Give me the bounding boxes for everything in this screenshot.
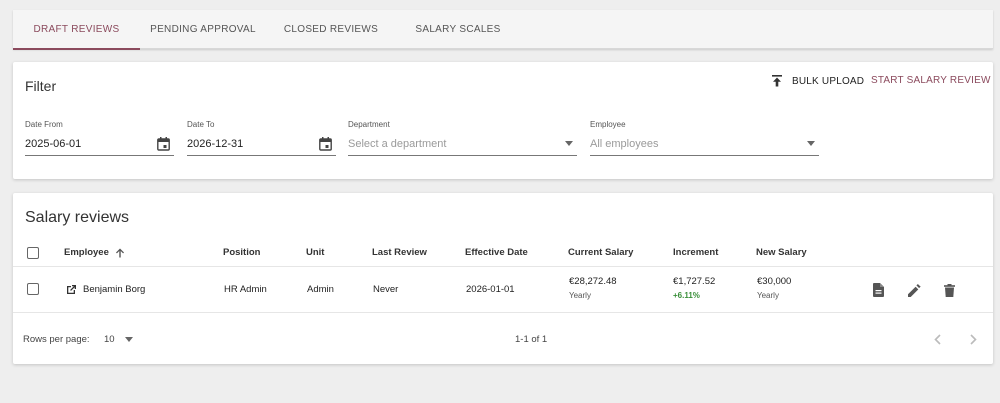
bulk-upload-button[interactable]: BULK UPLOAD (772, 75, 864, 87)
tab-draft-reviews[interactable]: DRAFT REVIEWS (13, 10, 140, 50)
calendar-icon[interactable] (319, 136, 332, 151)
start-salary-review-button[interactable]: START SALARY REVIEW (871, 75, 991, 86)
current-salary-period: Yearly (569, 291, 591, 300)
table-pagination: Rows per page: 10 1-1 of 1 (13, 314, 993, 364)
increment-percent: +6.11% (673, 291, 700, 300)
filter-title: Filter (25, 78, 57, 94)
table-header: Employee Position Unit Last Review Effec… (13, 242, 993, 267)
rows-per-page-select[interactable]: 10 (104, 334, 137, 345)
employee-select[interactable]: Employee All employees (590, 120, 819, 158)
increment-value: €1,727.52 (673, 276, 716, 287)
column-label: Employee (64, 247, 109, 258)
employee-name: Benjamin Borg (83, 284, 146, 295)
unit-cell: Admin (307, 284, 334, 295)
date-from-field[interactable]: Date From 2025-06-01 (25, 120, 174, 158)
tab-salary-scales[interactable]: SALARY SCALES (396, 10, 520, 49)
department-select[interactable]: Department Select a department (348, 120, 577, 158)
current-salary-value: €28,272.48 (569, 276, 617, 287)
new-salary-period: Yearly (757, 291, 779, 300)
date-to-value: 2026-12-31 (187, 137, 244, 150)
employee-label: Employee (590, 120, 626, 129)
previous-page-button[interactable] (930, 331, 944, 347)
tab-label: CLOSED REVIEWS (283, 24, 379, 35)
last-review-cell: Never (373, 284, 399, 295)
tab-pending-approval[interactable]: PENDING APPROVAL (140, 10, 266, 49)
effective-date-cell: 2026-01-01 (466, 284, 515, 295)
edit-button[interactable] (906, 282, 922, 298)
select-all-checkbox[interactable] (27, 247, 39, 259)
salary-reviews-card: Salary reviews Employee Position Unit La… (13, 193, 993, 364)
new-salary-cell: €30,000 Yearly (757, 276, 791, 300)
tab-label: SALARY SCALES (415, 24, 501, 35)
view-document-button[interactable] (871, 282, 885, 298)
employee-cell[interactable]: Benjamin Borg (66, 284, 145, 295)
date-to-label: Date To (187, 120, 215, 129)
column-header-effective-date[interactable]: Effective Date (465, 247, 528, 258)
date-from-label: Date From (25, 120, 63, 129)
reviews-title: Salary reviews (25, 209, 130, 226)
upload-icon (772, 75, 782, 87)
position-cell: HR Admin (224, 284, 267, 295)
employee-value: All employees (590, 137, 659, 150)
increment-cell: €1,727.52 +6.11% (673, 276, 715, 300)
tab-label: DRAFT REVIEWS (33, 24, 120, 35)
department-placeholder: Select a department (348, 137, 447, 150)
document-icon (872, 283, 884, 297)
column-header-increment[interactable]: Increment (673, 247, 719, 258)
calendar-icon[interactable] (157, 136, 170, 151)
next-page-button[interactable] (966, 331, 980, 347)
start-salary-review-label: START SALARY REVIEW (871, 75, 991, 86)
department-label: Department (348, 120, 390, 129)
tab-bar: DRAFT REVIEWS PENDING APPROVAL CLOSED RE… (13, 10, 993, 50)
chevron-down-icon (807, 141, 815, 146)
tab-closed-reviews[interactable]: CLOSED REVIEWS (266, 10, 396, 49)
rows-per-page-label: Rows per page: (23, 334, 90, 345)
column-header-new-salary[interactable]: New Salary (756, 247, 807, 258)
column-header-unit[interactable]: Unit (306, 247, 325, 258)
chevron-down-icon (124, 337, 133, 342)
delete-button[interactable] (942, 282, 956, 298)
delete-icon (943, 283, 955, 297)
chevron-down-icon (565, 141, 573, 146)
chevron-left-icon (933, 333, 941, 345)
rows-per-page-value: 10 (104, 334, 115, 345)
column-header-employee[interactable]: Employee (64, 247, 125, 258)
filter-card: Filter BULK UPLOAD START SALARY REVIEW D… (13, 62, 993, 179)
tab-label: PENDING APPROVAL (150, 24, 256, 35)
pagination-range: 1-1 of 1 (515, 334, 548, 345)
table-row[interactable]: Benjamin Borg HR Admin Admin Never 2026-… (13, 267, 993, 313)
sort-arrow-up-icon (115, 248, 124, 257)
column-header-last-review[interactable]: Last Review (372, 247, 427, 258)
edit-icon (907, 283, 921, 297)
row-checkbox[interactable] (27, 283, 39, 295)
date-from-value: 2025-06-01 (25, 137, 82, 150)
column-header-position[interactable]: Position (223, 247, 261, 258)
column-header-current-salary[interactable]: Current Salary (568, 247, 634, 258)
chevron-right-icon (969, 333, 977, 345)
current-salary-cell: €28,272.48 Yearly (569, 276, 617, 300)
bulk-upload-label: BULK UPLOAD (792, 75, 865, 87)
new-salary-value: €30,000 (757, 276, 792, 287)
open-external-icon[interactable] (66, 284, 77, 295)
date-to-field[interactable]: Date To 2026-12-31 (187, 120, 336, 158)
